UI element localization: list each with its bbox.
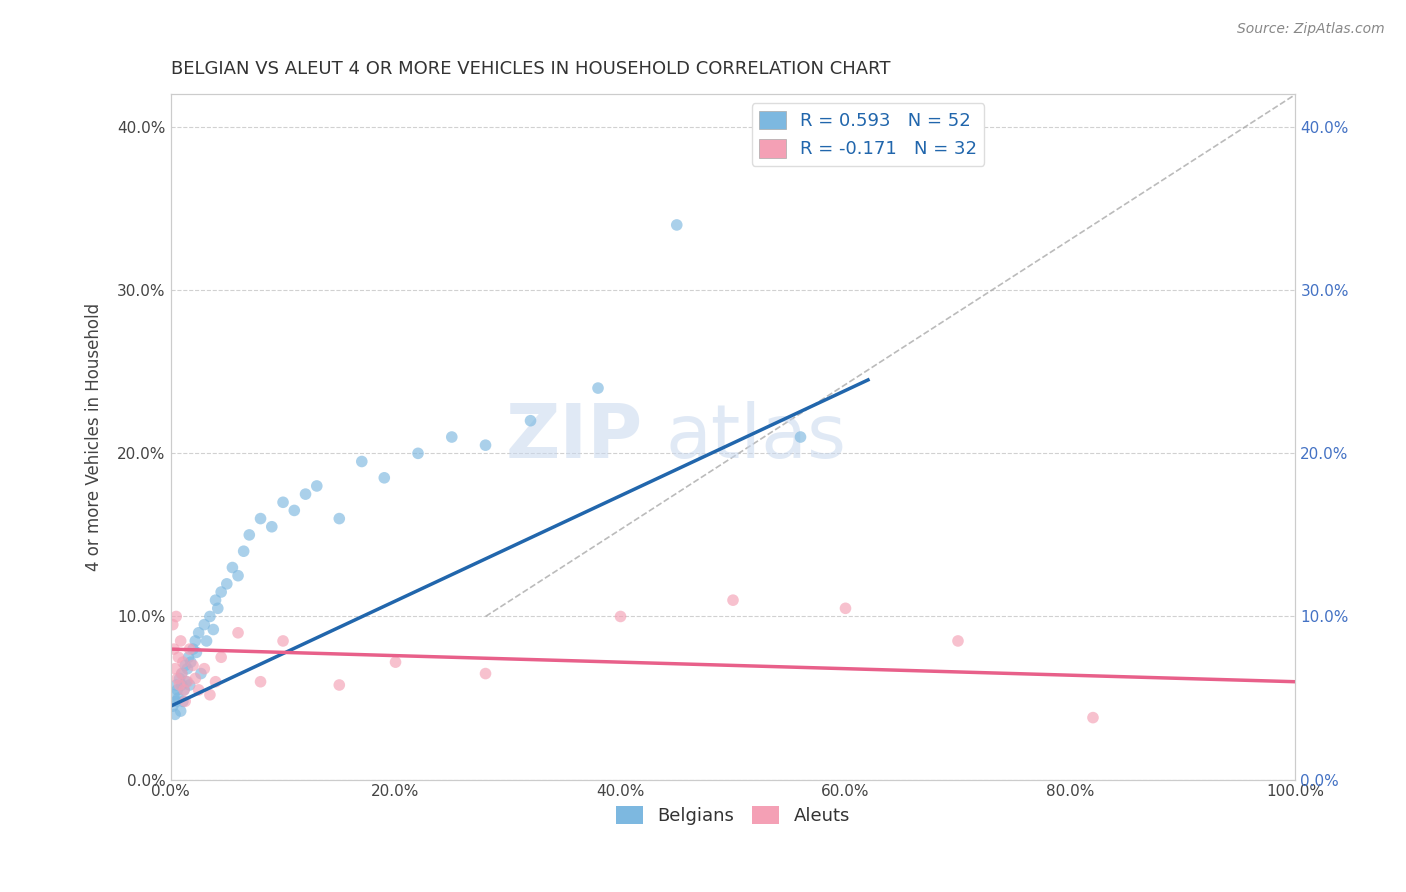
- Point: [165, 609, 187, 624]
- Point: [221, 560, 243, 574]
- Point: [176, 662, 198, 676]
- Point: [184, 672, 207, 686]
- Point: [172, 655, 194, 669]
- Point: [1081, 711, 1104, 725]
- Point: [271, 495, 294, 509]
- Point: [586, 381, 609, 395]
- Point: [238, 528, 260, 542]
- Point: [165, 662, 187, 676]
- Point: [198, 688, 221, 702]
- Point: [195, 634, 218, 648]
- Point: [179, 642, 201, 657]
- Point: [174, 658, 197, 673]
- Point: [162, 699, 184, 714]
- Point: [166, 682, 188, 697]
- Point: [283, 503, 305, 517]
- Point: [350, 454, 373, 468]
- Point: [163, 688, 186, 702]
- Point: [440, 430, 463, 444]
- Point: [328, 511, 350, 525]
- Point: [165, 694, 187, 708]
- Point: [170, 666, 193, 681]
- Point: [167, 650, 190, 665]
- Point: [176, 674, 198, 689]
- Text: atlas: atlas: [665, 401, 846, 474]
- Point: [162, 617, 184, 632]
- Point: [179, 678, 201, 692]
- Point: [187, 625, 209, 640]
- Point: [204, 593, 226, 607]
- Point: [177, 650, 200, 665]
- Point: [193, 617, 215, 632]
- Point: [294, 487, 316, 501]
- Point: [170, 634, 193, 648]
- Text: Source: ZipAtlas.com: Source: ZipAtlas.com: [1237, 22, 1385, 37]
- Point: [176, 674, 198, 689]
- Point: [181, 658, 204, 673]
- Point: [170, 678, 193, 692]
- Point: [406, 446, 429, 460]
- Point: [373, 471, 395, 485]
- Point: [226, 568, 249, 582]
- Point: [384, 655, 406, 669]
- Point: [474, 666, 496, 681]
- Y-axis label: 4 or more Vehicles in Household: 4 or more Vehicles in Household: [86, 303, 103, 571]
- Point: [204, 674, 226, 689]
- Point: [166, 672, 188, 686]
- Point: [249, 511, 271, 525]
- Point: [721, 593, 744, 607]
- Point: [173, 682, 195, 697]
- Point: [232, 544, 254, 558]
- Point: [181, 642, 204, 657]
- Legend: Belgians, Aleuts: Belgians, Aleuts: [609, 798, 858, 832]
- Point: [609, 609, 631, 624]
- Point: [170, 704, 193, 718]
- Point: [271, 634, 294, 648]
- Point: [328, 678, 350, 692]
- Point: [202, 623, 225, 637]
- Text: BELGIAN VS ALEUT 4 OR MORE VEHICLES IN HOUSEHOLD CORRELATION CHART: BELGIAN VS ALEUT 4 OR MORE VEHICLES IN H…: [170, 60, 890, 78]
- Point: [226, 625, 249, 640]
- Point: [519, 414, 541, 428]
- Point: [172, 694, 194, 708]
- Point: [180, 655, 202, 669]
- Point: [170, 666, 193, 681]
- Point: [165, 678, 187, 692]
- Point: [169, 678, 191, 692]
- Point: [184, 634, 207, 648]
- Point: [193, 662, 215, 676]
- Point: [260, 520, 283, 534]
- Point: [209, 585, 232, 599]
- Point: [167, 691, 190, 706]
- Point: [190, 666, 212, 681]
- Point: [474, 438, 496, 452]
- Point: [215, 577, 238, 591]
- Point: [207, 601, 229, 615]
- Point: [186, 645, 208, 659]
- Point: [249, 674, 271, 689]
- Point: [789, 430, 811, 444]
- Text: ZIP: ZIP: [506, 401, 643, 474]
- Point: [187, 682, 209, 697]
- Point: [173, 682, 195, 697]
- Point: [165, 707, 187, 722]
- Point: [169, 672, 191, 686]
- Point: [209, 650, 232, 665]
- Point: [163, 642, 186, 657]
- Point: [198, 609, 221, 624]
- Point: [305, 479, 328, 493]
- Point: [834, 601, 856, 615]
- Point: [946, 634, 969, 648]
- Point: [174, 694, 197, 708]
- Point: [665, 218, 688, 232]
